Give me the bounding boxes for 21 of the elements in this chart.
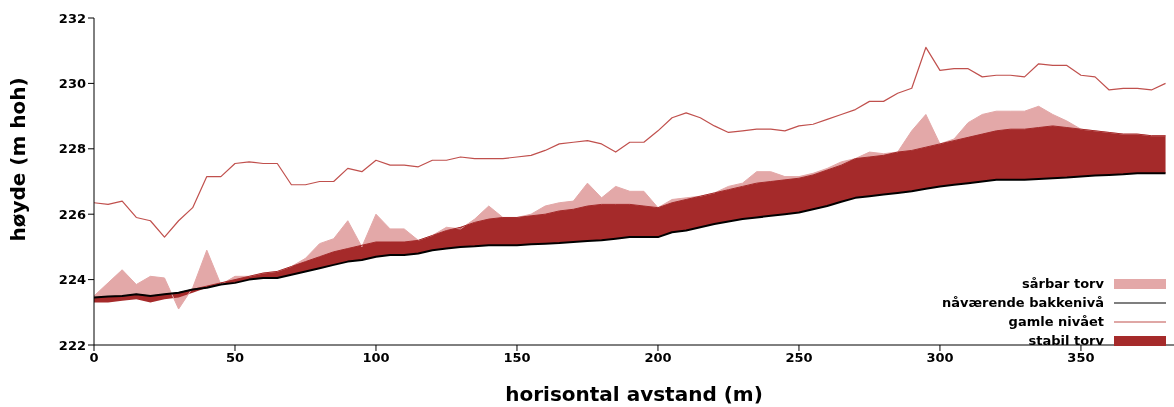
y-tick-label: 226	[58, 206, 86, 222]
legend-label: nåværende bakkenivå	[941, 295, 1104, 310]
legend-label: stabil torv	[1028, 333, 1104, 348]
y-tick-label: 228	[58, 141, 86, 157]
x-tick-label: 50	[225, 350, 245, 366]
legend-label: sårbar torv	[1022, 276, 1104, 291]
x-tick-label: 250	[785, 350, 813, 366]
y-tick-label: 224	[58, 272, 86, 288]
x-tick-label: 350	[1067, 350, 1095, 366]
y-axis-title: høyde (m hoh)	[6, 77, 31, 242]
y-tick-label: 222	[58, 337, 86, 353]
x-tick-label: 100	[362, 350, 390, 366]
x-tick-label: 200	[644, 350, 672, 366]
y-tick-label: 230	[58, 76, 86, 92]
legend-label: gamle nivået	[1008, 314, 1104, 329]
x-axis-title: horisontal avstand (m)	[505, 382, 763, 406]
y-tick-label: 232	[58, 10, 86, 26]
x-tick-label: 0	[89, 350, 99, 366]
x-tick-label: 300	[926, 350, 954, 366]
x-tick-label: 150	[503, 350, 531, 366]
line-series	[94, 46, 1167, 238]
